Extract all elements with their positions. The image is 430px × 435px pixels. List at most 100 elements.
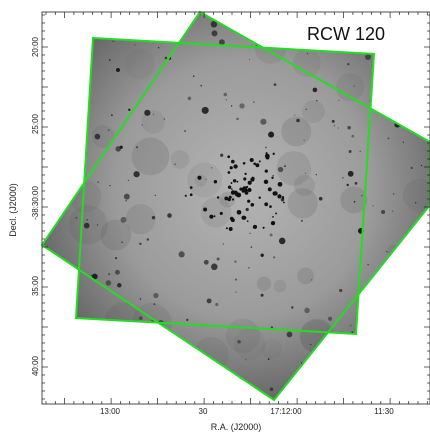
cluster-star [258,160,261,163]
star [184,194,187,197]
star [248,59,251,61]
star [117,283,122,288]
nebula-blotch [92,125,115,148]
nebula-blotch [287,188,318,219]
nebula-blotch [170,150,190,169]
star [234,260,237,263]
cluster-star [209,214,214,219]
y-tick-label: 40:00 [31,355,40,376]
star [310,344,312,346]
star [83,222,90,229]
star [410,166,413,169]
star [223,92,228,97]
nebula-blotch [125,204,156,235]
panel-title: RCW 120 [307,24,385,44]
star [300,219,303,222]
cluster-star [227,185,232,189]
cluster-star [225,227,228,230]
star [128,108,131,111]
nebula-blotch [340,186,368,214]
cluster-star [232,179,237,183]
footprint-rotated [40,10,430,402]
star [311,279,313,281]
star [249,232,251,234]
star [94,133,101,140]
star [312,87,318,93]
star [353,201,356,203]
x-tick-label: 30 [199,407,208,416]
cluster-star [272,216,274,218]
star [230,188,233,190]
star [367,264,369,266]
y-axis-title: Decl. (J2000) [8,183,18,237]
star [187,96,192,101]
star [210,21,218,28]
star [269,387,274,391]
star [110,114,113,117]
star [284,165,286,167]
star [318,196,323,201]
cluster-star [213,215,216,218]
y-tick-label: 25:00 [31,113,40,134]
cluster-star [224,196,229,201]
star [239,103,245,109]
nebula-blotch [276,151,312,186]
cluster-star [255,163,260,168]
cluster-star [231,159,235,164]
cluster-star [251,176,254,179]
nebula-blotch [261,338,282,360]
star [248,267,250,269]
star [141,124,143,126]
star [296,118,300,123]
cluster-star [262,226,265,229]
star [245,207,249,212]
cluster-star [244,172,247,176]
nebula-blotch [293,174,315,196]
cluster-star [227,155,231,159]
star [260,253,264,257]
y-tick-label: -38:30:00 [31,186,40,220]
star [361,195,363,197]
cluster-star [247,199,251,203]
x-axis-title: R.A. (J2000) [211,422,262,432]
nebula-blotch [131,137,170,176]
star [120,216,127,223]
star [236,117,239,121]
star [347,125,351,130]
cluster-star [230,182,233,184]
cluster-star [243,177,247,181]
star [96,224,99,226]
star [273,256,276,259]
star [253,101,255,103]
cluster-star [213,179,218,184]
cluster-star [230,190,236,195]
star [286,331,293,338]
star [178,251,185,258]
star [235,278,238,281]
star [157,47,160,49]
star [245,359,247,361]
footprint-square [74,36,376,336]
star [152,113,155,115]
star [301,362,303,364]
star [354,182,358,185]
y-tick-label: 35:00 [31,275,40,296]
cluster-star [264,153,270,159]
star [294,114,296,116]
star [235,291,237,293]
star [164,56,168,60]
star [420,164,423,167]
cluster-star [229,166,233,170]
cluster-star [203,207,208,212]
star [273,83,277,86]
star [139,298,142,300]
star [90,274,93,276]
star [215,302,219,307]
star [391,210,394,212]
star [205,178,207,180]
nebula-blotch [292,49,321,78]
star [200,84,202,87]
nebula-blotch [225,318,261,353]
nebula-blotch [234,328,266,360]
star [154,194,156,196]
